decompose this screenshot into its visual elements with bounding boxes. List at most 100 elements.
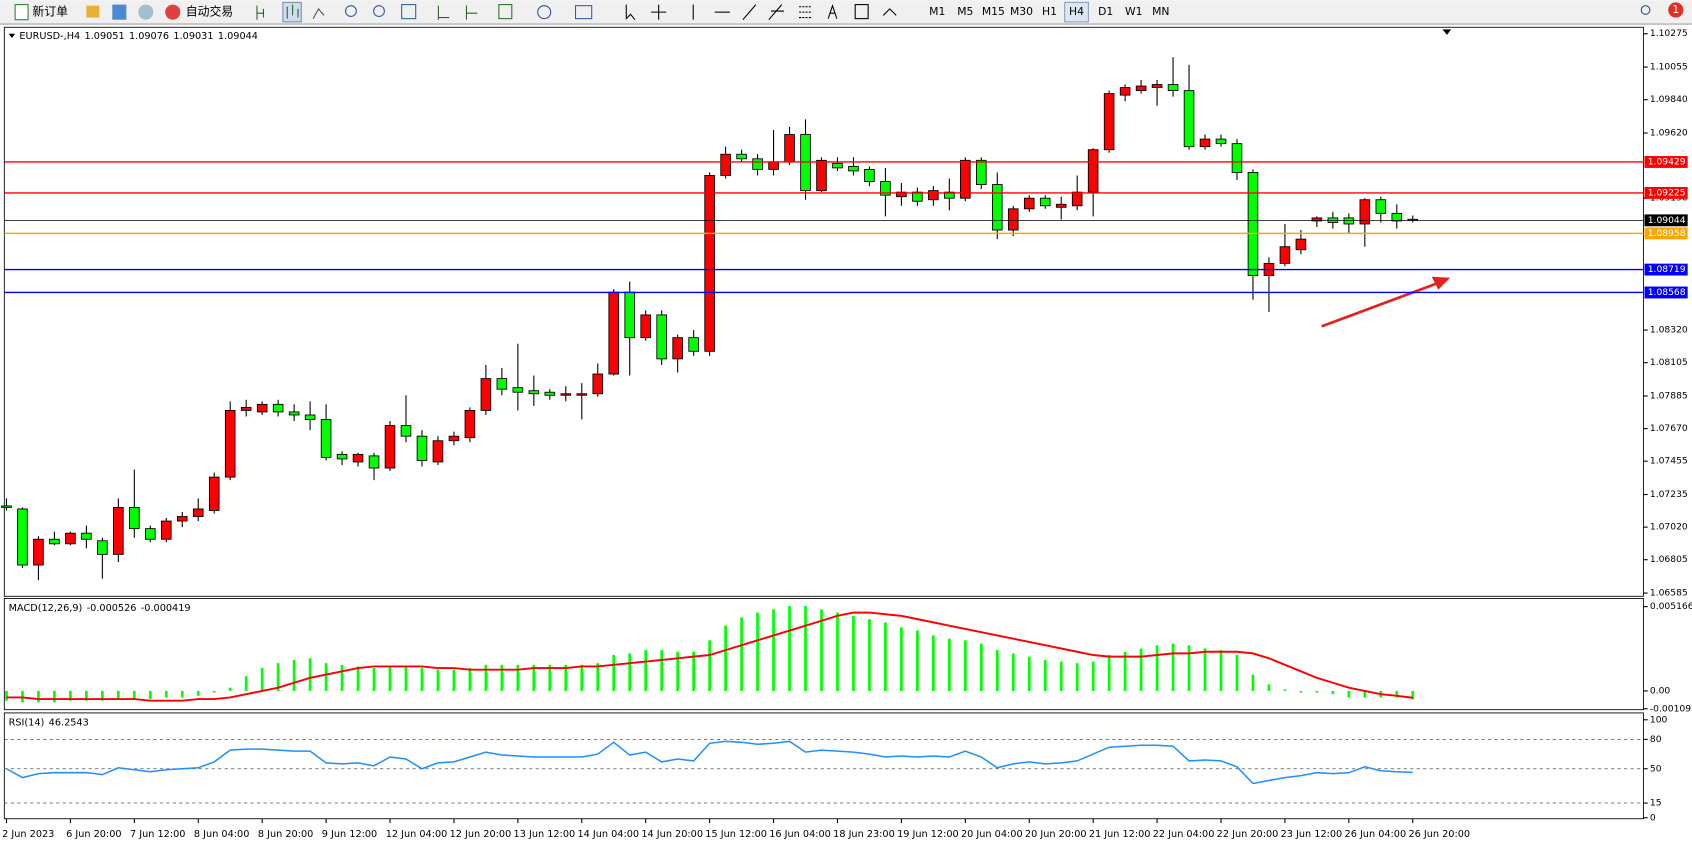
histogram-bar — [1059, 661, 1063, 691]
candle-body — [65, 532, 76, 545]
periods[interactable] — [537, 5, 552, 20]
templates[interactable] — [574, 5, 593, 20]
candle-body — [240, 406, 252, 411]
y-tick-label: 1.06805 — [1650, 554, 1688, 565]
candle-body — [1007, 208, 1019, 231]
y-tick-label: 1.10055 — [1650, 62, 1688, 73]
histogram-bar — [324, 663, 328, 691]
new-order-icon[interactable] — [14, 4, 29, 21]
candle-body — [1071, 191, 1083, 207]
histogram-bar — [468, 668, 472, 691]
x-tick-label: 20 Jun 04:00 — [961, 829, 1023, 840]
notification-count[interactable]: 1 — [1672, 3, 1679, 16]
timeframe-button[interactable]: M30 — [1010, 5, 1033, 18]
candle-body — [1279, 246, 1291, 264]
histogram-bar — [756, 612, 759, 691]
text-tool[interactable] — [827, 3, 838, 19]
candle-body — [1055, 203, 1067, 208]
cursor[interactable] — [625, 4, 636, 21]
bar-chart-icon[interactable] — [256, 5, 265, 20]
timeframe-button[interactable]: MN — [1152, 5, 1169, 18]
indicator-value: 1.09076 — [129, 31, 169, 42]
histogram-bar — [101, 690, 104, 701]
y-tick-label: 0.005166 — [1650, 601, 1692, 612]
label-tool[interactable] — [854, 4, 869, 20]
indicators[interactable] — [498, 4, 513, 20]
candle-body — [1295, 238, 1307, 251]
notification-badge[interactable] — [1668, 2, 1684, 18]
candle-body — [416, 435, 428, 461]
histogram-bar — [356, 666, 360, 691]
candle-body — [49, 538, 60, 545]
x-tick-label: 12 Jun 04:00 — [386, 829, 448, 840]
symbol-menu[interactable] — [8, 33, 16, 39]
timeframe-button[interactable]: M5 — [957, 5, 973, 18]
histogram-bar — [1187, 645, 1191, 691]
active-timeframe-box — [1064, 1, 1089, 23]
candle-body — [912, 191, 923, 202]
current-price-label: 1.09044 — [1648, 215, 1686, 226]
timeframe-button[interactable]: H4 — [1069, 5, 1084, 18]
y-tick-label: 100 — [1650, 714, 1668, 725]
histogram-bar — [1267, 684, 1271, 691]
auto-trading-icon[interactable] — [165, 4, 181, 20]
histogram-bar — [452, 669, 456, 691]
candle-body — [512, 387, 524, 393]
histogram-bar — [708, 640, 711, 691]
candle-body — [576, 393, 588, 396]
timeframe-button[interactable]: W1 — [1125, 5, 1143, 18]
x-tick-label: 21 Jun 12:00 — [1089, 829, 1151, 840]
y-tick-label: 1.08320 — [1650, 325, 1688, 336]
line-chart-icon[interactable] — [312, 7, 325, 19]
timeframe-button[interactable]: M15 — [982, 5, 1005, 18]
candle-body — [1199, 138, 1211, 148]
x-tick-label: 14 Jun 20:00 — [641, 829, 703, 840]
candle-body — [864, 168, 875, 182]
channel[interactable] — [768, 4, 784, 21]
histogram-bar — [836, 612, 839, 691]
chart-shift[interactable] — [465, 5, 478, 20]
candle-body — [272, 403, 284, 413]
zoom-in[interactable] — [344, 5, 357, 18]
icon[interactable] — [138, 4, 154, 20]
histogram-bar — [820, 609, 823, 691]
histogram-bar — [1331, 690, 1335, 695]
y-tick-label: 50 — [1650, 763, 1662, 774]
timeframe-button[interactable]: H1 — [1042, 5, 1057, 18]
auto-trading[interactable]: 自动交易 — [186, 5, 233, 19]
autoscroll[interactable] — [437, 5, 450, 20]
histogram-bar — [947, 638, 951, 691]
icon[interactable] — [86, 5, 100, 18]
trendline[interactable] — [742, 4, 757, 21]
histogram-bar — [180, 690, 184, 698]
histogram-bar — [1363, 690, 1367, 698]
crosshair[interactable] — [651, 4, 667, 20]
zoom-out[interactable] — [373, 5, 385, 18]
histogram-bar — [1395, 690, 1399, 698]
indicator-line — [6, 611, 1413, 702]
icon[interactable] — [112, 4, 127, 20]
histogram-bar — [69, 690, 72, 701]
tile-windows[interactable] — [401, 4, 417, 20]
y-tick-label: 80 — [1650, 734, 1662, 745]
arrows[interactable] — [882, 8, 897, 16]
new-order[interactable]: 新订单 — [32, 5, 68, 19]
candle-body — [832, 162, 843, 169]
histogram-bar — [676, 651, 680, 691]
search[interactable] — [1640, 5, 1651, 15]
histogram-bar — [1283, 689, 1287, 691]
fibonacci[interactable] — [799, 6, 812, 19]
level-price-label: 1.09429 — [1648, 156, 1686, 167]
candle-body — [976, 159, 987, 185]
candle-body — [97, 540, 108, 555]
indicator-label: RSI(14) 46.2543 — [9, 718, 89, 729]
candle-body — [1359, 199, 1371, 225]
histogram-bar — [1315, 690, 1319, 693]
search-icon[interactable] — [1640, 5, 1651, 15]
histogram-bar — [868, 619, 871, 691]
x-tick-label: 22 Jun 20:00 — [1217, 829, 1279, 840]
timeframe-button[interactable]: D1 — [1098, 5, 1113, 18]
timeframe-button[interactable]: M1 — [929, 5, 945, 18]
candle-body — [1215, 138, 1227, 145]
